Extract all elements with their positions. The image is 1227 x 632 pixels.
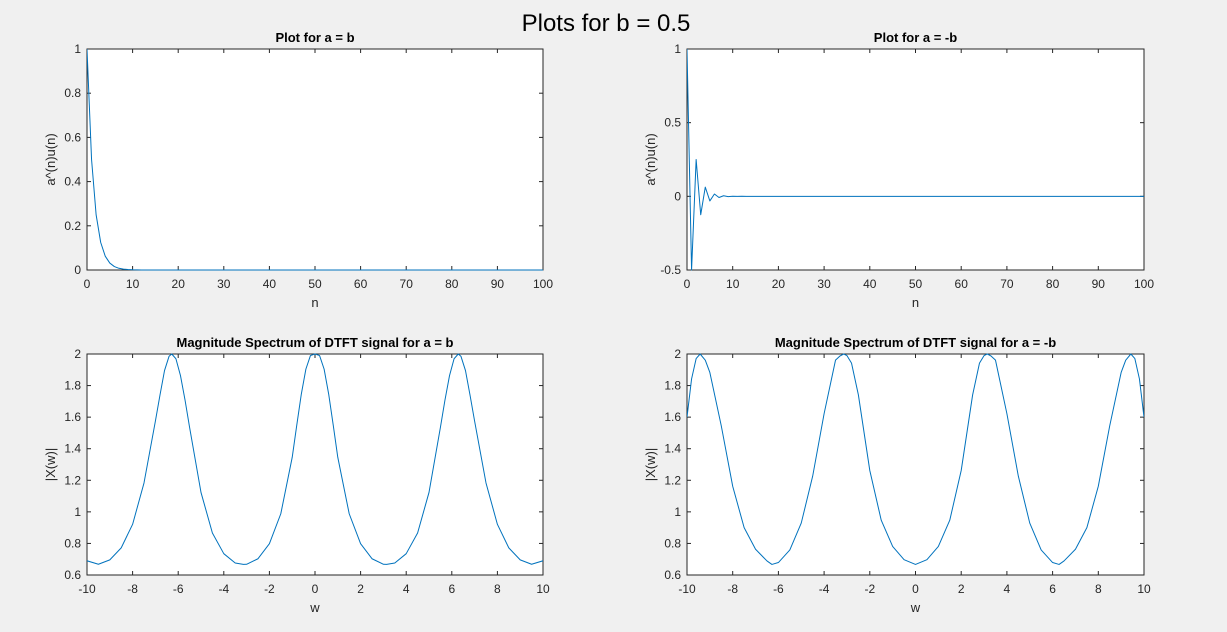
figure-suptitle: Plots for b = 0.5 bbox=[522, 10, 691, 37]
subplot-1-xtick-label: 90 bbox=[491, 277, 505, 291]
subplot-1-series-line bbox=[87, 48, 543, 271]
subplot-4-xtick-label: -4 bbox=[819, 582, 830, 596]
subplot-4-xtick-label: -6 bbox=[773, 582, 784, 596]
subplot-3-ytick-label: 1.2 bbox=[64, 473, 81, 487]
subplot-1-xtick-label: 70 bbox=[400, 277, 414, 291]
subplot-1-xtick-label: 100 bbox=[533, 277, 553, 291]
subplot-4-ytick-label: 2 bbox=[674, 347, 681, 361]
subplot-3-xtick-label: -4 bbox=[218, 582, 229, 596]
subplot-1: 0 10 20 30 40 50 60 70 80 90 100 0 0.2 0.4 0.6 0.8 1 Plot… bbox=[43, 30, 553, 310]
subplot-1-ytick-label: 1 bbox=[74, 42, 81, 56]
subplot-4-xtick-label: 6 bbox=[1049, 582, 1056, 596]
subplot-3-xtick-label: -8 bbox=[127, 582, 138, 596]
subplot-2-axes-box bbox=[686, 48, 1145, 271]
subplot-4-ytick-label: 0.6 bbox=[664, 568, 681, 582]
subplot-4-xtick-label: -8 bbox=[727, 582, 738, 596]
subplot-4-ytick-label: 1.4 bbox=[664, 442, 681, 456]
subplot-2-xtick-label: 90 bbox=[1092, 277, 1106, 291]
subplot-2-xtick-label: 80 bbox=[1046, 277, 1060, 291]
subplot-2-ytick-label: 0.5 bbox=[664, 116, 681, 130]
subplot-1-ytick-label: 0.4 bbox=[64, 175, 81, 189]
subplot-3-axes-box bbox=[86, 353, 544, 576]
subplot-1-xtick-label: 30 bbox=[217, 277, 231, 291]
subplot-3-xlabel: w bbox=[309, 600, 320, 615]
subplot-4-series-line bbox=[687, 353, 1144, 565]
subplot-2-xtick-label: 20 bbox=[772, 277, 786, 291]
subplots: 0 10 20 30 40 50 60 70 80 90 10000.20.40.60.81Plot… bbox=[43, 30, 1154, 615]
subplot-3-ytick-label: 0.6 bbox=[64, 568, 81, 582]
subplot-4-ytick-label: 1.6 bbox=[664, 410, 681, 424]
subplot-1-xtick-label: 10 bbox=[126, 277, 140, 291]
subplot-2-ytick-label: -0.5 bbox=[660, 263, 681, 277]
subplot-4-xtick-label: 8 bbox=[1095, 582, 1102, 596]
subplot-2-xtick-label: 30 bbox=[817, 277, 831, 291]
subplot-3-xtick-label: 2 bbox=[357, 582, 364, 596]
subplot-4-title: Magnitude Spectrum of DTFT signal for a … bbox=[775, 335, 1056, 350]
subplot-2-ytick-label: 1 bbox=[674, 42, 681, 56]
subplot-3-title: Magnitude Spectrum of DTFT signal for a … bbox=[177, 335, 454, 350]
subplot-3-ytick-label: 1 bbox=[74, 505, 81, 519]
subplot-1-xlabel: n bbox=[311, 295, 318, 310]
subplot-3-ytick-label: 2 bbox=[74, 347, 81, 361]
subplot-4: -10 -8 -6 -4 -2 0 2 4 6 8 10 0.6 0.8 1 1.2 1.4 1.6 1.8 2 Ma… bbox=[643, 335, 1151, 615]
subplot-3-xtick-label: -6 bbox=[173, 582, 184, 596]
subplot-2-xtick-label: 70 bbox=[1000, 277, 1014, 291]
subplot-1-title: Plot for a = b bbox=[275, 30, 354, 45]
subplot-3-ytick-label: 1.6 bbox=[64, 410, 81, 424]
subplot-2-xtick-label: 0 bbox=[684, 277, 691, 291]
subplot-3-xtick-label: -2 bbox=[264, 582, 275, 596]
subplot-1-ytick-label: 0.8 bbox=[64, 86, 81, 100]
subplot-4-ylabel: |X(w)| bbox=[643, 448, 658, 481]
subplot-2-xtick-label: 40 bbox=[863, 277, 877, 291]
subplot-3-xtick-label: 4 bbox=[403, 582, 410, 596]
subplot-1-ytick-label: 0 bbox=[74, 263, 81, 277]
subplot-1-xtick-label: 20 bbox=[172, 277, 186, 291]
subplot-4-ytick-label: 1.8 bbox=[664, 379, 681, 393]
subplot-3-xtick-label: 8 bbox=[494, 582, 501, 596]
subplot-3-xtick-label: 6 bbox=[448, 582, 455, 596]
subplot-1-xtick-label: 80 bbox=[445, 277, 459, 291]
subplot-3-ytick-label: 1.8 bbox=[64, 379, 81, 393]
subplot-4-ytick-label: 1.2 bbox=[664, 473, 681, 487]
subplot-4-xtick-label: 4 bbox=[1004, 582, 1011, 596]
subplot-4-xtick-label: 10 bbox=[1137, 582, 1151, 596]
subplot-3-ytick-label: 0.8 bbox=[64, 536, 81, 550]
subplot-4-xlabel: w bbox=[910, 600, 921, 615]
subplot-1-axes-box bbox=[86, 48, 544, 271]
subplot-2-xtick-label: 60 bbox=[955, 277, 969, 291]
subplot-3-xtick-label: 0 bbox=[312, 582, 319, 596]
subplot-3-ytick-label: 1.4 bbox=[64, 442, 81, 456]
subplot-4-ytick-label: 0.8 bbox=[664, 536, 681, 550]
subplot-3-ylabel: |X(w)| bbox=[43, 448, 58, 481]
subplot-4-xtick-label: -2 bbox=[864, 582, 875, 596]
subplot-2-title: Plot for a = -b bbox=[874, 30, 957, 45]
subplot-2-series-line bbox=[687, 48, 1144, 271]
subplot-4-ytick-label: 1 bbox=[674, 505, 681, 519]
subplot-3-xtick-label: 10 bbox=[536, 582, 550, 596]
subplot-2-xtick-label: 10 bbox=[726, 277, 740, 291]
subplot-1-xtick-label: 0 bbox=[84, 277, 91, 291]
subplot-2-xlabel: n bbox=[912, 295, 919, 310]
subplot-4-xtick-label: 2 bbox=[958, 582, 965, 596]
subplot-2-xtick-label: 50 bbox=[909, 277, 923, 291]
subplot-4-xtick-label: -10 bbox=[678, 582, 696, 596]
subplot-1-xtick-label: 40 bbox=[263, 277, 277, 291]
subplot-4-axes-box bbox=[686, 353, 1145, 576]
subplot-4-xtick-label: 0 bbox=[912, 582, 919, 596]
subplot-1-xtick-label: 50 bbox=[308, 277, 322, 291]
subplot-1-ytick-label: 0.6 bbox=[64, 130, 81, 144]
subplot-3-xtick-label: -10 bbox=[78, 582, 96, 596]
subplot-2-ytick-label: 0 bbox=[674, 189, 681, 203]
subplot-3-series-line bbox=[87, 353, 543, 565]
subplot-2-ylabel: a^(n)u(n) bbox=[643, 133, 658, 185]
subplot-1-ylabel: a^(n)u(n) bbox=[43, 133, 58, 185]
subplot-1-xtick-label: 60 bbox=[354, 277, 368, 291]
subplot-2-xtick-label: 100 bbox=[1134, 277, 1154, 291]
subplot-1-ytick-label: 0.2 bbox=[64, 219, 81, 233]
subplot-3: -10 -8 -6 -4 -2 0 2 4 6 8 10 0.6 0.8 1 1.2 1.4 1.6 1.8 2 Ma… bbox=[43, 335, 550, 615]
